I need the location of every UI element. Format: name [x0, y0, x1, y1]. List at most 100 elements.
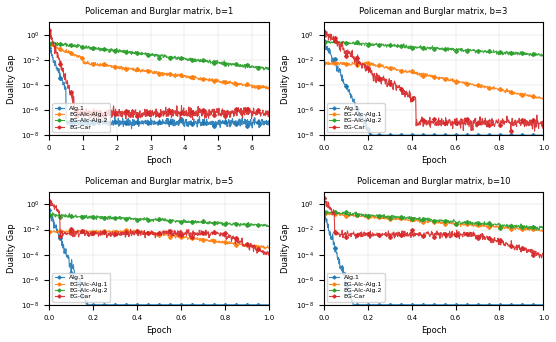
- EG-Alc-Alg.1: [100, 65, 107, 69]
- EG-Alc-Alg.2: [244, 65, 251, 69]
- Alg.1: [452, 303, 459, 307]
- Alg.1: [540, 303, 547, 307]
- EG-Alc-Alg.2: [151, 217, 157, 221]
- EG-Alc-Alg.2: [261, 68, 267, 72]
- Line: EG-Alc-Alg.1: EG-Alc-Alg.1: [322, 61, 545, 101]
- Alg.1: [152, 303, 158, 307]
- EG-Alc-Alg.2: [501, 223, 508, 227]
- EG-Alc-Alg.1: [320, 61, 327, 65]
- EG-Alc-Alg.2: [540, 54, 547, 58]
- Alg.1: [366, 133, 373, 137]
- EG-Alc-Alg.1: [425, 220, 432, 224]
- EG-Alc-Alg.1: [165, 234, 172, 238]
- EG-Alc-Alg.1: [320, 212, 327, 216]
- EG-Car: [320, 196, 327, 200]
- Alg.1: [261, 303, 267, 307]
- X-axis label: Epoch: Epoch: [421, 156, 446, 166]
- EG-Alc-Alg.2: [440, 218, 446, 222]
- Alg.1: [427, 303, 434, 307]
- EG-Alc-Alg.2: [266, 224, 272, 228]
- Line: EG-Alc-Alg.2: EG-Alc-Alg.2: [48, 211, 270, 228]
- Alg.1: [321, 34, 327, 38]
- Title: Policeman and Burglar matrix, b=3: Policeman and Burglar matrix, b=3: [359, 7, 508, 16]
- EG-Car: [47, 198, 53, 202]
- EG-Car: [152, 236, 158, 240]
- EG-Alc-Alg.2: [451, 219, 458, 223]
- Alg.1: [217, 122, 224, 126]
- EG-Car: [261, 252, 267, 256]
- Legend: Alg.1, EG-Alc-Alg.1, EG-Alc-Alg.2, EG-Car: Alg.1, EG-Alc-Alg.1, EG-Alc-Alg.2, EG-Ca…: [52, 273, 110, 302]
- EG-Car: [535, 252, 542, 256]
- EG-Alc-Alg.1: [116, 65, 122, 69]
- EG-Car: [165, 233, 172, 237]
- EG-Car: [501, 122, 508, 126]
- EG-Alc-Alg.1: [190, 78, 197, 82]
- EG-Alc-Alg.2: [533, 228, 540, 232]
- Alg.1: [452, 133, 459, 137]
- EG-Alc-Alg.2: [46, 42, 52, 46]
- EG-Alc-Alg.1: [426, 73, 433, 77]
- EG-Alc-Alg.2: [190, 58, 197, 62]
- Alg.1: [425, 303, 432, 307]
- EG-Car: [177, 234, 183, 238]
- Y-axis label: Duality Gap: Duality Gap: [7, 54, 16, 104]
- Title: Policeman and Burglar matrix, b=10: Policeman and Burglar matrix, b=10: [357, 176, 510, 186]
- EG-Alc-Alg.1: [151, 232, 157, 236]
- EG-Alc-Alg.2: [108, 48, 115, 52]
- EG-Alc-Alg.2: [320, 40, 327, 44]
- EG-Alc-Alg.1: [451, 79, 458, 83]
- EG-Alc-Alg.2: [501, 51, 508, 55]
- EG-Car: [500, 243, 507, 247]
- Line: EG-Car: EG-Car: [48, 29, 270, 121]
- EG-Car: [439, 234, 446, 238]
- EG-Car: [451, 231, 458, 235]
- EG-Alc-Alg.2: [324, 209, 330, 213]
- EG-Alc-Alg.1: [540, 97, 547, 102]
- EG-Alc-Alg.1: [426, 220, 433, 224]
- Alg.1: [427, 133, 434, 137]
- EG-Alc-Alg.2: [440, 47, 446, 51]
- Alg.1: [108, 120, 115, 124]
- Line: Alg.1: Alg.1: [48, 46, 270, 130]
- Title: Policeman and Burglar matrix, b=1: Policeman and Burglar matrix, b=1: [85, 7, 233, 16]
- EG-Car: [46, 199, 52, 203]
- Line: EG-Alc-Alg.1: EG-Alc-Alg.1: [48, 42, 270, 91]
- EG-Alc-Alg.1: [540, 230, 547, 234]
- Alg.1: [535, 303, 542, 307]
- EG-Car: [100, 113, 107, 117]
- Alg.1: [540, 133, 547, 137]
- EG-Alc-Alg.1: [261, 246, 267, 250]
- EG-Car: [96, 118, 102, 122]
- Alg.1: [190, 117, 197, 121]
- Line: Alg.1: Alg.1: [48, 208, 270, 306]
- Legend: Alg.1, EG-Alc-Alg.1, EG-Alc-Alg.2, EG-Car: Alg.1, EG-Alc-Alg.1, EG-Alc-Alg.2, EG-Ca…: [327, 273, 385, 302]
- X-axis label: Epoch: Epoch: [146, 156, 172, 166]
- EG-Car: [440, 121, 446, 126]
- EG-Alc-Alg.2: [100, 47, 107, 51]
- EG-Alc-Alg.2: [177, 219, 183, 223]
- EG-Alc-Alg.1: [217, 80, 224, 84]
- EG-Alc-Alg.1: [440, 221, 446, 225]
- EG-Alc-Alg.1: [425, 74, 432, 78]
- EG-Alc-Alg.2: [426, 218, 433, 222]
- EG-Alc-Alg.2: [538, 54, 545, 58]
- Line: EG-Car: EG-Car: [322, 29, 545, 133]
- Title: Policeman and Burglar matrix, b=5: Policeman and Burglar matrix, b=5: [85, 176, 233, 186]
- Alg.1: [266, 121, 272, 125]
- EG-Car: [46, 28, 52, 32]
- EG-Alc-Alg.2: [535, 51, 542, 55]
- EG-Car: [151, 232, 157, 236]
- EG-Alc-Alg.1: [329, 60, 335, 64]
- EG-Car: [265, 253, 272, 257]
- EG-Alc-Alg.1: [46, 42, 52, 47]
- Alg.1: [320, 211, 327, 215]
- EG-Alc-Alg.1: [334, 210, 340, 214]
- EG-Car: [540, 119, 547, 123]
- EG-Alc-Alg.2: [320, 211, 327, 215]
- EG-Alc-Alg.1: [46, 229, 52, 234]
- Y-axis label: Duality Gap: Duality Gap: [281, 54, 290, 104]
- Alg.1: [46, 45, 52, 50]
- EG-Alc-Alg.2: [49, 211, 56, 215]
- EG-Car: [217, 113, 224, 117]
- EG-Alc-Alg.1: [266, 246, 272, 250]
